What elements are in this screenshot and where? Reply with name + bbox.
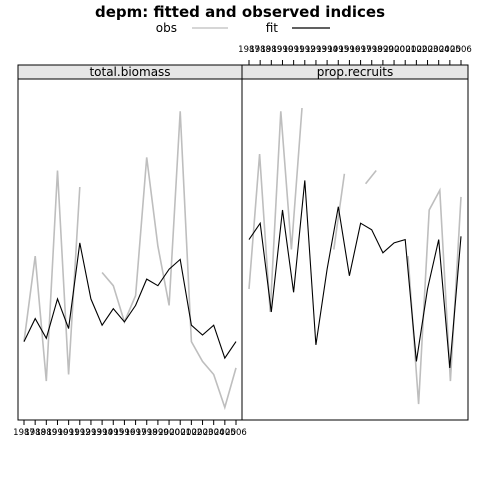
x-axis-top: 1987198819891990199119921993199419951996… [238, 45, 472, 65]
x-tick-label: 1993 [305, 45, 327, 55]
x-tick-label: 2002 [181, 428, 203, 438]
series-line-fit-prop-recruits [248, 180, 462, 368]
panel-prop-recruits: prop.recruits 19871988198919901991199219… [238, 45, 472, 421]
x-tick-label: 2006 [450, 45, 472, 55]
series-line-obs-prop-recruits [407, 187, 462, 405]
x-tick-label: 2000 [158, 428, 180, 438]
strip-label-total-biomass: total.biomass [89, 65, 170, 79]
legend-label-obs: obs [156, 21, 177, 35]
x-tick-label: 1998 [136, 428, 158, 438]
x-tick-label: 1995 [327, 45, 349, 55]
x-tick-label: 1995 [102, 428, 124, 438]
legend-label-fit: fit [266, 21, 279, 35]
x-tick-label: 2005 [214, 428, 236, 438]
x-tick-label: 1993 [80, 428, 102, 438]
series-group-total-biomass [23, 111, 237, 411]
x-tick-label: 1999 [372, 45, 394, 55]
x-tick-label: 1990 [47, 428, 69, 438]
x-tick-label: 1997 [125, 428, 147, 438]
x-tick-label: 1998 [361, 45, 383, 55]
series-group-prop-recruits [248, 107, 462, 405]
x-tick-label: 1989 [35, 428, 57, 438]
chart-title: depm: fitted and observed indices [95, 3, 385, 21]
x-tick-label: 1990 [272, 45, 294, 55]
x-tick-label: 2005 [439, 45, 461, 55]
x-tick-label: 1994 [316, 45, 338, 55]
panel-total-biomass: total.biomass 19871988198919901991199219… [13, 64, 247, 438]
x-tick-label: 2000 [383, 45, 405, 55]
x-tick-label: 2004 [203, 428, 225, 438]
series-line-fit-total-biomass [23, 242, 237, 360]
x-tick-label: 2003 [417, 45, 439, 55]
x-tick-label: 1987 [238, 45, 260, 55]
x-tick-label: 1988 [249, 45, 271, 55]
x-tick-label: 1991 [58, 428, 80, 438]
series-line-obs-total-biomass [101, 111, 237, 411]
legend: obs fit [156, 21, 330, 35]
x-tick-label: 2001 [169, 428, 191, 438]
x-tick-label: 1989 [260, 45, 282, 55]
x-tick-label: 1994 [91, 428, 113, 438]
x-axis-bottom: 1987198819891990199119921993199419951996… [13, 420, 247, 438]
x-tick-label: 2002 [406, 45, 428, 55]
x-tick-label: 1991 [283, 45, 305, 55]
x-tick-label: 1999 [147, 428, 169, 438]
series-line-obs-total-biomass [23, 170, 81, 382]
x-tick-label: 1996 [114, 428, 136, 438]
x-tick-label: 2001 [394, 45, 416, 55]
x-tick-label: 1997 [350, 45, 372, 55]
strip-label-prop-recruits: prop.recruits [317, 65, 394, 79]
panel-frame-prop-recruits [241, 78, 469, 421]
x-tick-label: 1996 [339, 45, 361, 55]
x-tick-label: 1988 [24, 428, 46, 438]
x-tick-label: 1992 [294, 45, 316, 55]
x-tick-label: 1987 [13, 428, 35, 438]
x-tick-label: 2004 [428, 45, 450, 55]
series-line-obs-prop-recruits [364, 169, 377, 185]
x-tick-label: 1992 [69, 428, 91, 438]
x-tick-label: 2003 [192, 428, 214, 438]
x-tick-label: 2006 [225, 428, 247, 438]
series-line-obs-prop-recruits [248, 107, 303, 313]
